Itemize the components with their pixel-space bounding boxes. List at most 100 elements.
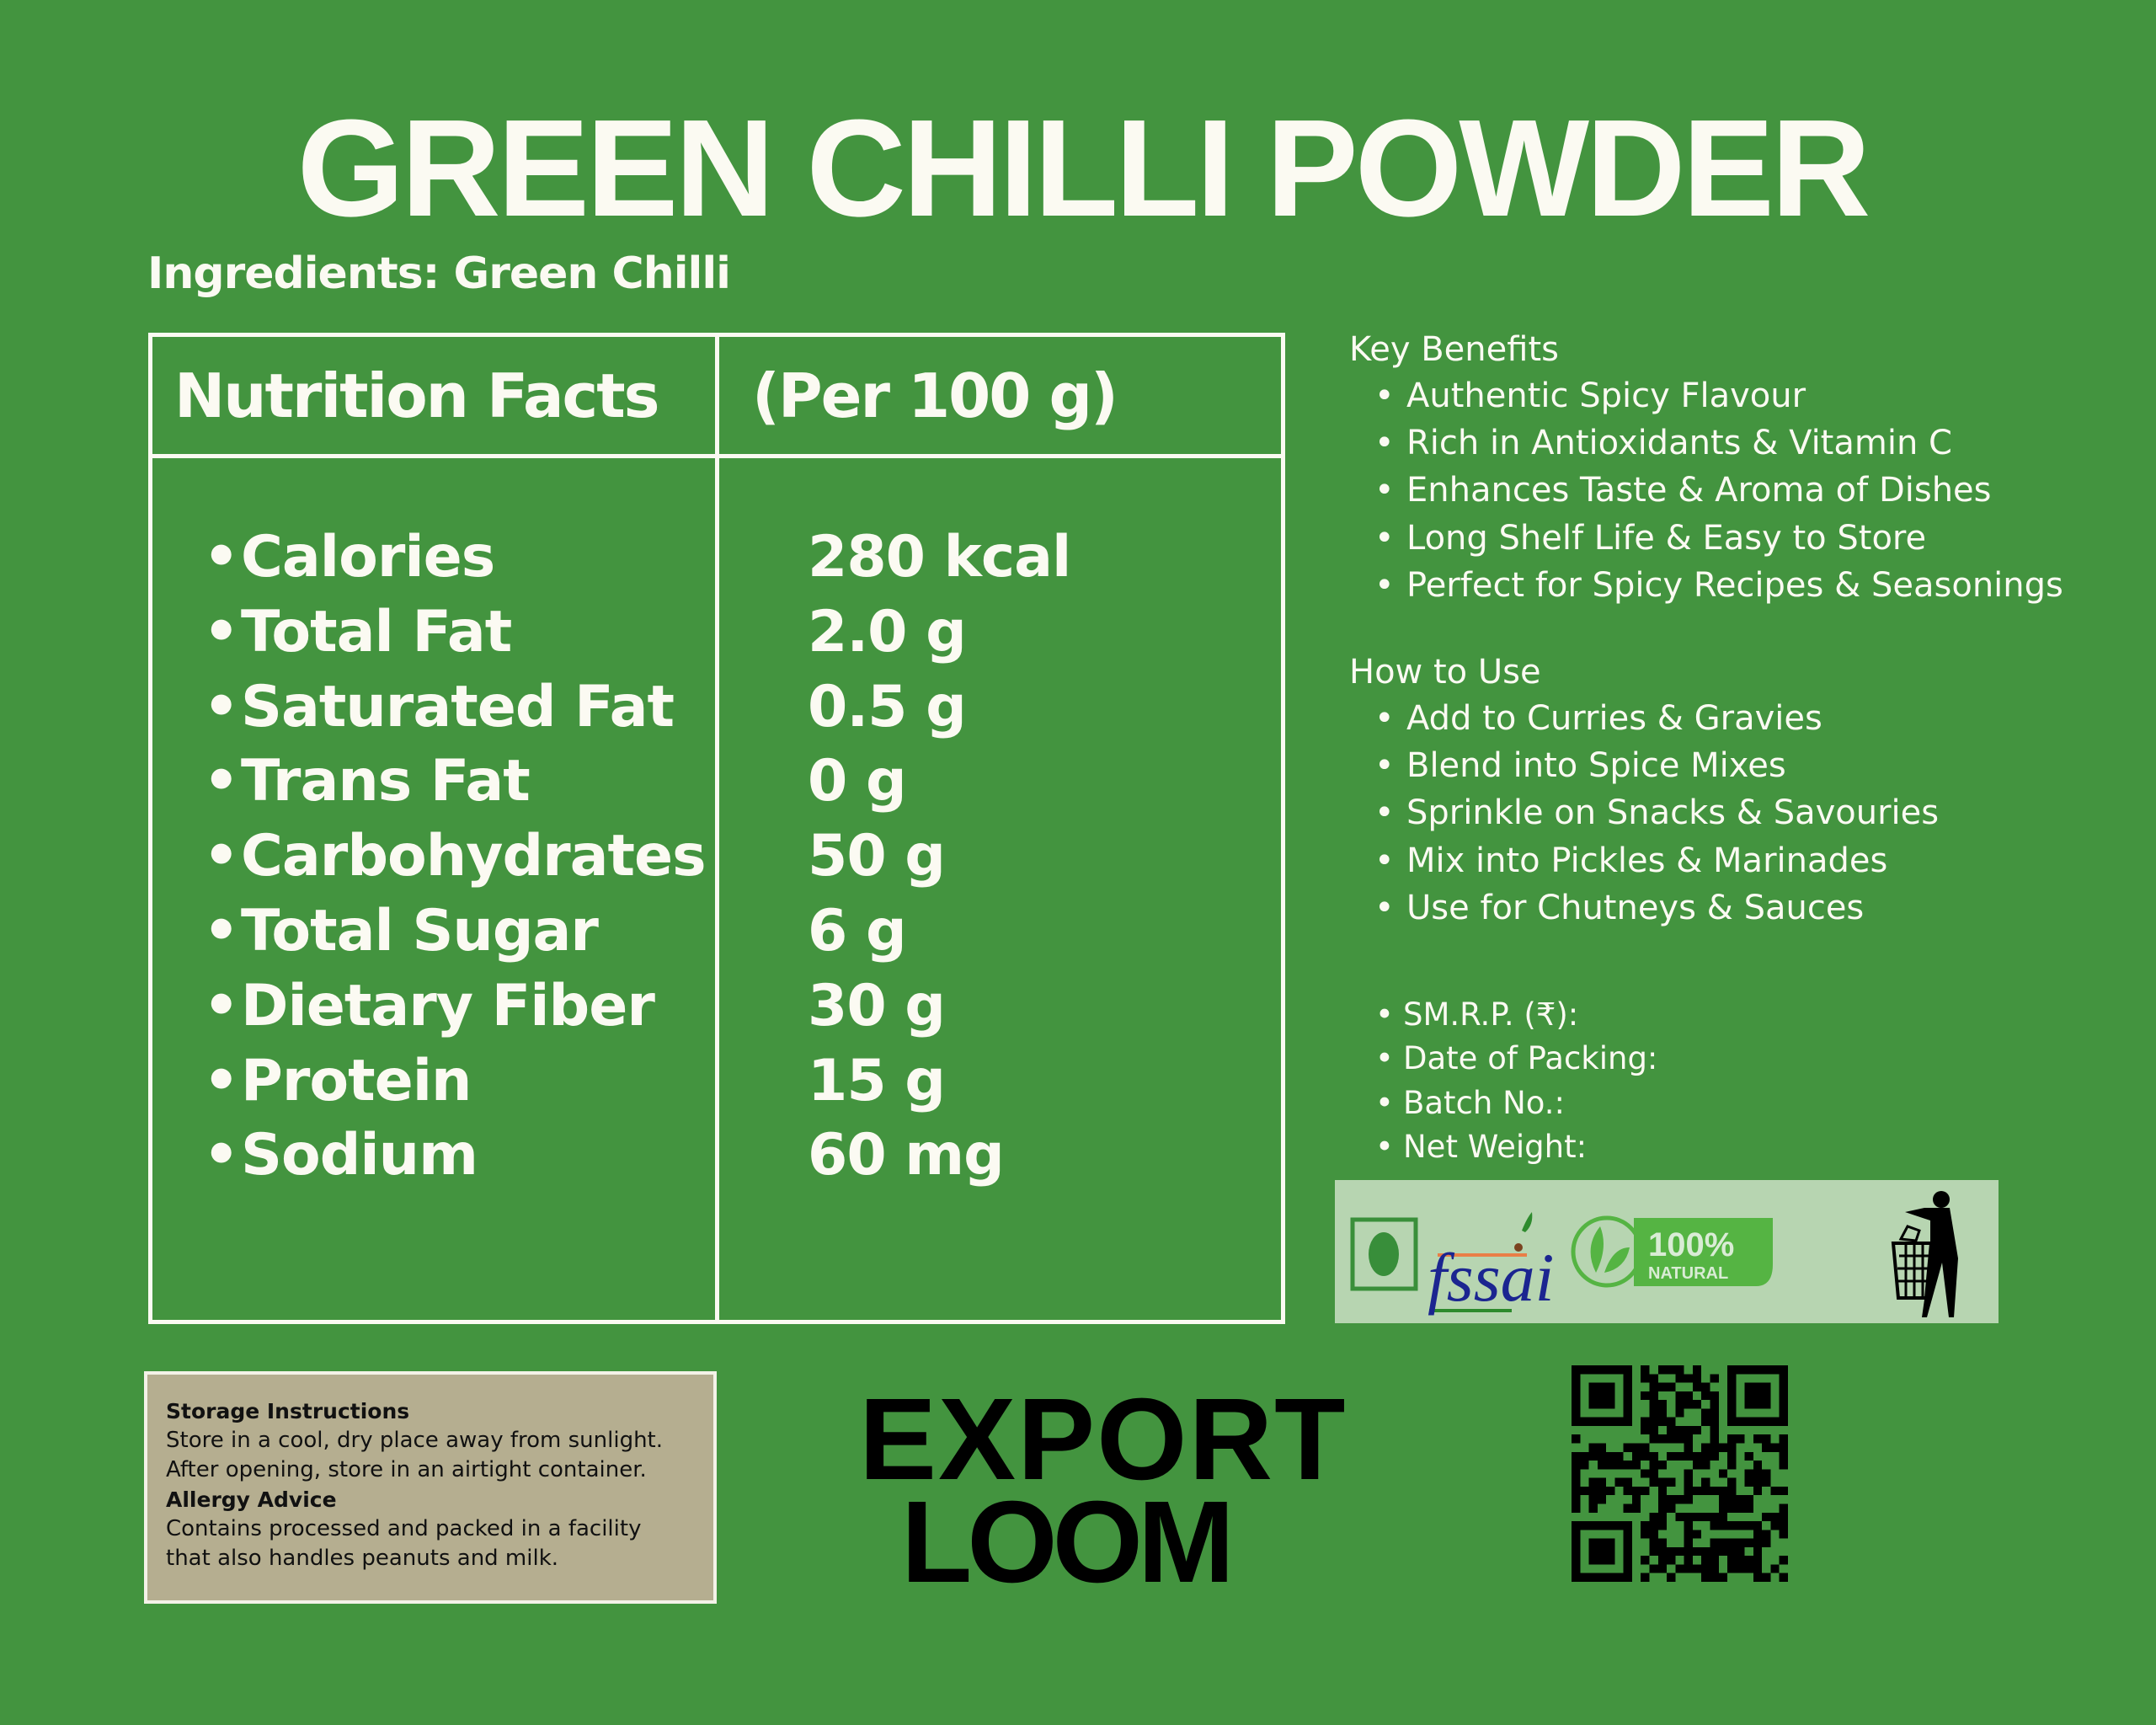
product-title: GREEN CHILLI POWDER xyxy=(296,91,1871,245)
bullet: • xyxy=(1375,996,1394,1033)
nutrient-label: Calories xyxy=(241,524,495,590)
bullet: • xyxy=(1374,841,1395,880)
nutrient-value: 280 kcal xyxy=(808,524,1071,590)
usage-item: • Add to Curries & Gravies xyxy=(1374,699,1822,738)
bullet: • xyxy=(1374,424,1395,463)
nutrition-header: Nutrition Facts xyxy=(174,360,660,431)
bullet: • xyxy=(1375,1040,1394,1077)
nutrient-label: Sodium xyxy=(241,1122,478,1189)
nutrition-table: Nutrition Facts (Per 100 g) • Calories 280… xyxy=(148,333,1285,1324)
bullet: • xyxy=(203,972,239,1039)
how-to-use-title: How to Use xyxy=(1349,653,1541,692)
qr-code[interactable] xyxy=(1572,1365,1788,1582)
nutrient-value: 15 g xyxy=(808,1047,946,1114)
allergy-line: Contains processed and packed in a facil… xyxy=(166,1516,642,1541)
allergy-title: Allergy Advice xyxy=(166,1487,337,1512)
bullet: • xyxy=(1375,1084,1394,1121)
bullet: • xyxy=(1374,377,1395,415)
nutrient-row: • Saturated Fat 0.5 g xyxy=(152,674,1281,748)
bullet: • xyxy=(1374,793,1395,833)
export-loom-logo: EXPORT LOOM xyxy=(859,1381,1345,1600)
nutrient-label: Dietary Fiber xyxy=(241,972,655,1039)
nutrient-row: • Calories 280 kcal xyxy=(152,524,1281,598)
nutrient-value: 60 mg xyxy=(808,1122,1005,1189)
benefit-item: • Enhances Taste & Aroma of Dishes xyxy=(1374,471,1992,510)
nutrient-value: 0 g xyxy=(808,748,907,815)
nutrient-label: Total Fat xyxy=(241,598,512,665)
benefit-item-text: Perfect for Spicy Recipes & Seasonings xyxy=(1406,565,2063,605)
usage-item-text: Use for Chutneys & Sauces xyxy=(1406,888,1865,927)
bullet: • xyxy=(1374,518,1395,558)
bullet: • xyxy=(203,823,239,890)
bullet: • xyxy=(203,898,239,964)
benefit-item: • Rich in Antioxidants & Vitamin C xyxy=(1374,424,1952,463)
bullet: • xyxy=(203,673,239,740)
nutrient-label: Trans Fat xyxy=(241,748,531,815)
nutrient-value: 0.5 g xyxy=(808,673,967,740)
usage-item-text: Blend into Spice Mixes xyxy=(1406,746,1786,786)
usage-item-text: Sprinkle on Snacks & Savouries xyxy=(1406,793,1940,833)
veg-mark-icon xyxy=(1350,1217,1418,1291)
benefit-item-text: Authentic Spicy Flavour xyxy=(1406,377,1806,415)
svg-text:100%: 100% xyxy=(1648,1226,1734,1263)
bullet: • xyxy=(203,598,239,665)
nutrient-row: • Carbohydrates 50 g xyxy=(152,823,1281,897)
table-divider xyxy=(715,337,719,1320)
serving-header: (Per 100 g) xyxy=(752,360,1118,431)
benefit-item-text: Rich in Antioxidants & Vitamin C xyxy=(1406,424,1952,463)
bullet: • xyxy=(203,1122,239,1189)
nutrient-value: 50 g xyxy=(808,823,946,890)
bullet: • xyxy=(1374,746,1395,786)
label-field: • SM.R.P. (₹): xyxy=(1375,996,1579,1033)
nutrient-label: Protein xyxy=(241,1047,472,1114)
label-field: • Batch No.: xyxy=(1375,1084,1566,1121)
bullet: • xyxy=(203,524,239,590)
svg-text:fssai: fssai xyxy=(1428,1239,1554,1316)
benefit-item-text: Long Shelf Life & Easy to Store xyxy=(1406,518,1927,558)
bullet: • xyxy=(203,1047,239,1114)
nutrient-label: Saturated Fat xyxy=(241,673,675,740)
nutrient-row: • Total Fat 2.0 g xyxy=(152,599,1281,673)
bullet: • xyxy=(1374,471,1395,510)
nutrient-row: • Trans Fat 0 g xyxy=(152,748,1281,822)
nutrient-label: Carbohydrates xyxy=(241,823,707,890)
usage-item: • Sprinkle on Snacks & Savouries xyxy=(1374,793,1940,833)
usage-item-text: Add to Curries & Gravies xyxy=(1406,699,1822,738)
label-field-text: Net Weight: xyxy=(1403,1128,1588,1165)
nutrient-label: Total Sugar xyxy=(241,898,599,964)
label-field: • Net Weight: xyxy=(1375,1128,1588,1165)
svg-text:NATURAL: NATURAL xyxy=(1648,1264,1728,1283)
storage-line: After opening, store in an airtight cont… xyxy=(166,1457,647,1482)
table-header-divider xyxy=(152,454,1281,458)
bullet: • xyxy=(1375,1128,1394,1165)
benefit-item: • Long Shelf Life & Easy to Store xyxy=(1374,518,1927,558)
bullet: • xyxy=(203,748,239,815)
bullet: • xyxy=(1374,565,1395,605)
usage-item: • Mix into Pickles & Marinades xyxy=(1374,841,1888,880)
usage-item: • Blend into Spice Mixes xyxy=(1374,746,1786,786)
label-field-text: Batch No.: xyxy=(1403,1084,1566,1121)
label-field-text: SM.R.P. (₹): xyxy=(1403,996,1579,1033)
nutrient-value: 6 g xyxy=(808,898,907,964)
storage-allergy-box: Storage Instructions Store in a cool, dr… xyxy=(144,1371,717,1604)
key-benefits-title: Key Benefits xyxy=(1349,330,1559,369)
nutrient-row: • Protein 15 g xyxy=(152,1048,1281,1122)
bullet: • xyxy=(1374,888,1395,927)
benefit-item: • Authentic Spicy Flavour xyxy=(1374,377,1806,415)
fssai-logo: fssai xyxy=(1428,1212,1554,1316)
label-field: • Date of Packing: xyxy=(1375,1040,1657,1076)
storage-title: Storage Instructions xyxy=(166,1399,410,1423)
nutrient-row: • Dietary Fiber 30 g xyxy=(152,973,1281,1047)
nutrient-row: • Sodium 60 mg xyxy=(152,1122,1281,1196)
benefit-item: • Perfect for Spicy Recipes & Seasonings xyxy=(1374,565,2063,605)
storage-line: Store in a cool, dry place away from sun… xyxy=(166,1428,664,1453)
ingredients: Ingredients: Green Chilli xyxy=(147,248,731,299)
usage-item: • Use for Chutneys & Sauces xyxy=(1374,888,1865,927)
nutrient-value: 2.0 g xyxy=(808,598,967,665)
nutrient-value: 30 g xyxy=(808,972,946,1039)
allergy-line: that also handles peanuts and milk. xyxy=(166,1546,559,1571)
brand-line-2: LOOM xyxy=(901,1477,1235,1607)
brand-line-1: EXPORT xyxy=(859,1375,1348,1504)
benefit-item-text: Enhances Taste & Aroma of Dishes xyxy=(1406,471,1992,510)
usage-item-text: Mix into Pickles & Marinades xyxy=(1406,841,1888,880)
